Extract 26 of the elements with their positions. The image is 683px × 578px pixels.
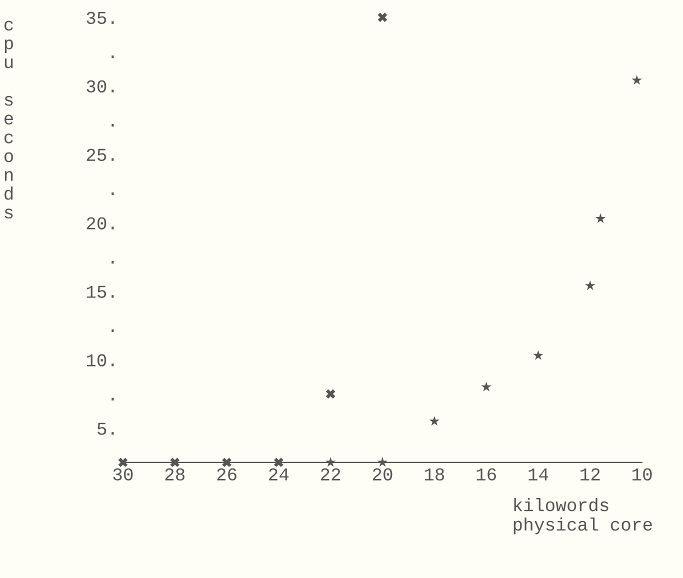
x-tick-label: 14: [528, 468, 548, 480]
y-tick-label: 15.: [86, 286, 114, 298]
x-tick-label: 28: [165, 468, 184, 481]
y-tick-label: .: [112, 398, 114, 400]
y-tick-label: 30.: [86, 80, 114, 93]
x-tick-label: 20: [372, 468, 392, 481]
y-tick-label: 20.: [86, 217, 114, 230]
y-tick-label: .: [112, 55, 114, 58]
text: cpu seconds: [4, 20, 13, 219]
y-tick-label: .: [112, 260, 114, 264]
x-tick-label: 24: [269, 468, 289, 480]
y-tick-label: .: [112, 192, 114, 196]
x-axis-title: kilowords physical core: [514, 498, 652, 534]
y-tick-label: 25.: [86, 148, 114, 161]
x-tick-label: 22: [321, 468, 340, 480]
x-tick-label: 12: [580, 468, 600, 480]
x-tick-label: 10: [632, 468, 652, 481]
y-tick-label: 35.: [86, 12, 114, 24]
x-tick-label: 16: [476, 468, 496, 481]
y-tick-label: 5.: [98, 422, 114, 435]
y-tick-label: .: [112, 329, 114, 332]
x-tick-label: 18: [424, 468, 444, 481]
x-tick-label: 26: [217, 468, 236, 481]
y-tick-label: 10.: [86, 354, 114, 366]
y-tick-label: .: [112, 124, 114, 127]
x-tick-label: 30: [113, 468, 133, 481]
